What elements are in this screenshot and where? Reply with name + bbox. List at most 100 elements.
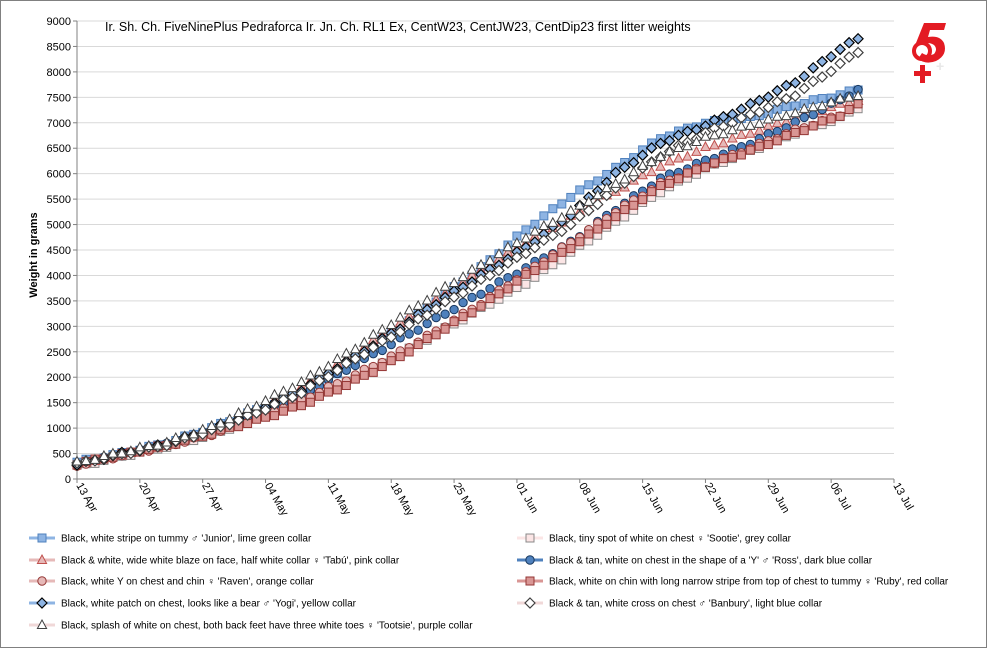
data-point — [629, 200, 639, 210]
data-point — [322, 360, 334, 371]
y-tick-label: 5500 — [47, 194, 71, 206]
data-point — [771, 84, 784, 97]
data-point — [170, 431, 182, 443]
data-point — [152, 439, 164, 450]
legend-item: Black & white, wide white blaze on face,… — [29, 553, 400, 567]
data-point — [700, 140, 711, 151]
data-point — [656, 181, 666, 191]
legend-marker — [36, 553, 48, 564]
data-point — [224, 413, 236, 424]
series-6 — [71, 32, 864, 471]
data-point — [503, 273, 513, 283]
legend-item: Black, white patch on chest, looks like … — [29, 597, 357, 610]
data-point — [736, 150, 746, 160]
data-point — [377, 345, 387, 356]
data-point — [673, 152, 684, 163]
legend-marker — [525, 576, 535, 586]
data-point — [250, 407, 263, 419]
data-point — [771, 95, 784, 108]
data-point — [816, 71, 829, 83]
data-point — [530, 266, 540, 276]
y-tick-label: 8500 — [47, 41, 71, 53]
data-point — [431, 330, 441, 340]
data-point — [394, 311, 406, 322]
legend-item: Black & tan, white cross on chest ♂ 'Ban… — [517, 597, 823, 610]
data-point — [798, 70, 811, 83]
data-point — [80, 454, 92, 466]
data-point — [780, 110, 792, 121]
data-point — [520, 247, 532, 260]
data-point — [349, 353, 362, 365]
data-point — [270, 411, 280, 421]
data-point — [233, 406, 245, 417]
data-point — [134, 441, 146, 452]
data-point — [439, 295, 451, 308]
data-point — [575, 185, 585, 195]
data-point — [322, 371, 335, 383]
data-point — [215, 417, 227, 428]
data-point — [825, 65, 838, 78]
data-point — [539, 260, 549, 270]
data-point — [521, 279, 531, 289]
data-point — [529, 225, 541, 236]
data-point — [717, 137, 729, 148]
legend: Black, white stripe on tummy ♂ 'Junior',… — [29, 533, 949, 632]
series-8 — [71, 89, 864, 466]
data-point — [575, 237, 585, 247]
data-point — [609, 166, 622, 179]
y-axis: 0 500 1000 1500 2000 2500 3000 3500 4000 4500 5000… — [47, 16, 78, 486]
data-point — [143, 439, 155, 450]
data-point — [646, 156, 658, 167]
data-point — [646, 166, 658, 177]
data-point — [807, 101, 819, 112]
data-point — [116, 447, 128, 458]
data-point — [664, 155, 675, 166]
data-point — [358, 348, 371, 361]
data-point — [726, 132, 738, 143]
data-point — [377, 362, 387, 372]
legend-item: Black, splash of white on chest, both ba… — [29, 618, 473, 632]
data-point — [503, 284, 513, 294]
data-point — [206, 419, 218, 430]
data-point — [404, 347, 414, 357]
data-point — [493, 248, 505, 259]
data-point — [466, 263, 478, 274]
chart-title: Ir. Sh. Ch. FiveNinePlus Pedraforca Ir. … — [105, 20, 691, 34]
data-point — [647, 187, 657, 197]
data-point — [709, 139, 720, 150]
data-point — [674, 174, 684, 184]
data-point — [673, 141, 684, 152]
y-tick-label: 3000 — [47, 321, 71, 333]
data-point — [259, 404, 272, 416]
data-point — [188, 428, 200, 439]
x-tick-label: 06 Jul — [828, 481, 853, 512]
data-point — [771, 110, 783, 121]
x-tick-label: 15 Jun — [639, 481, 666, 516]
data-point — [566, 192, 576, 202]
data-point — [852, 46, 864, 59]
data-point — [557, 247, 567, 257]
data-point — [484, 269, 496, 282]
data-point — [655, 160, 667, 171]
x-tick-label: 04 May — [262, 481, 291, 519]
y-tick-label: 9000 — [47, 16, 71, 28]
data-point — [807, 62, 820, 74]
legend-marker — [525, 533, 535, 543]
data-point — [799, 112, 809, 123]
data-point — [539, 211, 549, 221]
data-point — [296, 401, 306, 411]
x-tick-label: 01 Jun — [513, 481, 540, 516]
x-tick-label: 18 May — [388, 481, 417, 519]
data-point — [619, 173, 631, 184]
data-point — [71, 455, 83, 466]
data-point — [511, 251, 523, 264]
data-point — [718, 154, 728, 164]
data-point — [304, 369, 316, 380]
data-point — [780, 92, 793, 105]
data-point — [484, 254, 496, 265]
data-point — [834, 57, 846, 70]
data-point — [593, 176, 603, 186]
data-point — [564, 218, 577, 231]
legend-marker — [36, 618, 48, 629]
